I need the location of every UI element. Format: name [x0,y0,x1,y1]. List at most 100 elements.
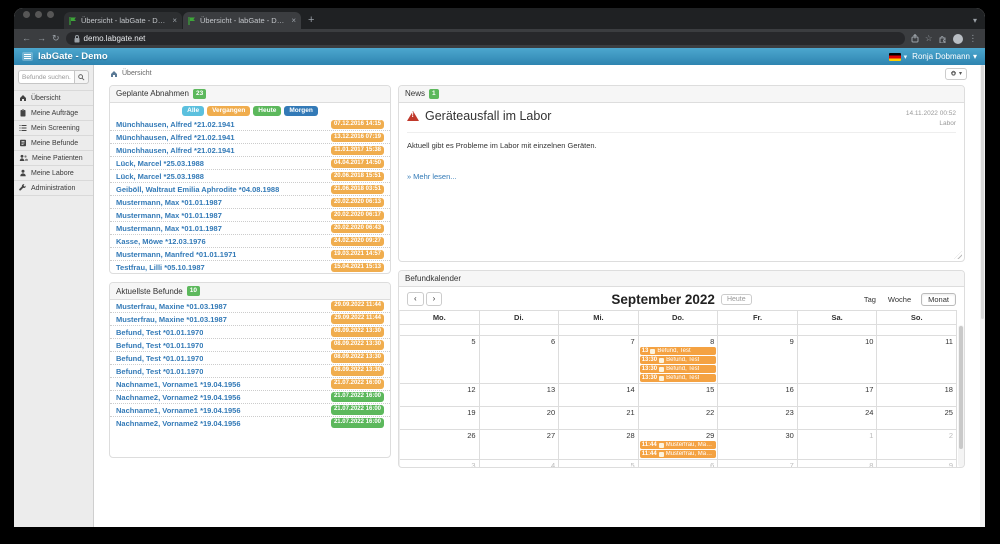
window-minimize-button[interactable] [35,11,42,18]
patient-link[interactable]: Befund, Test *01.01.1970 [116,353,204,363]
patient-link[interactable]: Befund, Test *01.01.1970 [116,327,204,337]
reload-button[interactable]: ↻ [52,33,60,43]
calendar-day-cell[interactable]: 9 [877,460,957,468]
browser-tab-1[interactable]: Übersicht - labGate - Demo × [64,12,182,29]
resize-handle[interactable] [954,251,962,259]
calendar-day-cell[interactable] [718,325,798,336]
list-item[interactable]: Münchhausen, Alfred *21.02.1941 07.12.201… [110,118,390,132]
patient-link[interactable]: Mustermann, Max *01.01.1987 [116,223,222,233]
extensions-icon[interactable] [939,35,947,43]
calendar-event[interactable]: 13 Befund, Test [639,347,717,356]
filter-button-morgen[interactable]: Morgen [284,105,318,117]
patient-link[interactable]: Mustermann, Max *01.01.1987 [116,197,222,207]
list-item[interactable]: Lück, Marcel *25.03.1988 20.06.2018 15:51 [110,170,390,184]
sidebar-item-mein-screening[interactable]: Mein Screening [14,120,93,135]
window-close-button[interactable] [23,11,30,18]
calendar-day-cell[interactable]: 6 [639,460,719,468]
sidebar-item-meine-befunde[interactable]: Meine Befunde [14,135,93,150]
list-item[interactable]: Befund, Test *01.01.1970 08.09.2022 13:30 [110,339,390,352]
patient-link[interactable]: Mustermann, Max *01.01.1987 [116,210,222,220]
tab-close-icon[interactable]: × [291,15,296,25]
calendar-event[interactable]: 13:30 Befund, Test [639,374,717,383]
list-item[interactable]: Befund, Test *01.01.1970 08.09.2022 13:30 [110,365,390,378]
filter-button-heute[interactable]: Heute [253,105,282,117]
read-more-link[interactable]: » Mehr lesen... [407,172,457,182]
list-item[interactable]: Geiböll, Waltraut Emilia Aphrodite *04.0… [110,183,390,197]
calendar-day-cell[interactable]: 8 13 Befund, Test 13:30 Befund, Test 13:30 Bef… [639,336,719,384]
calendar-day-cell[interactable]: 6 [480,336,560,384]
patient-link[interactable]: Geiböll, Waltraut Emilia Aphrodite *04.0… [116,184,280,194]
patient-link[interactable]: Nachname1, Vorname1 *19.04.1956 [116,379,241,389]
calendar-day-cell[interactable]: 2 [877,430,957,460]
calendar-day-cell[interactable]: 8 [798,460,878,468]
list-item[interactable]: Mustermann, Manfred *01.01.1971 19.03.202… [110,248,390,262]
calendar-day-cell[interactable]: 30 [718,430,798,460]
calendar-day-cell[interactable]: 19 [400,407,480,430]
calendar-day-cell[interactable]: 26 [400,430,480,460]
patient-link[interactable]: Münchhausen, Alfred *21.02.1941 [116,132,235,142]
list-item[interactable]: Nachname1, Vorname1 *19.04.1956 21.07.202… [110,404,390,417]
list-item[interactable]: Mustermann, Max *01.01.1987 20.02.2020 06… [110,222,390,236]
calendar-prev-button[interactable]: ‹ [407,292,424,307]
calendar-day-cell[interactable] [559,325,639,336]
calendar-day-cell[interactable]: 20 [480,407,560,430]
calendar-day-cell[interactable]: 15 [639,384,719,407]
calendar-view-tag[interactable]: Tag [863,294,876,304]
calendar-view-monat[interactable]: Monat [921,292,956,306]
patient-link[interactable]: Lück, Marcel *25.03.1988 [116,171,204,181]
patient-link[interactable]: Nachname1, Vorname1 *19.04.1956 [116,405,241,415]
share-icon[interactable] [911,34,919,43]
tab-search-chevron-icon[interactable]: ▾ [972,16,977,25]
browser-tab-2[interactable]: Übersicht - labGate - Demo × [183,12,301,29]
patient-link[interactable]: Musterfrau, Maxine *01.03.1987 [116,301,227,311]
calendar-day-cell[interactable]: 1 [798,430,878,460]
bookmark-star-icon[interactable]: ☆ [924,33,933,44]
patient-link[interactable]: Befund, Test *01.01.1970 [116,366,204,376]
calendar-day-cell[interactable]: 7 [718,460,798,468]
sidebar-item-meine-auftraege[interactable]: Meine Aufträge [14,105,93,120]
list-item[interactable]: Nachname2, Vorname2 *19.04.1956 21.07.202… [110,391,390,404]
profile-avatar[interactable] [952,33,963,44]
calendar-day-cell[interactable]: 10 [798,336,878,384]
calendar-day-cell[interactable] [639,325,719,336]
list-item[interactable]: Lück, Marcel *25.03.1988 04.04.2017 14:50 [110,157,390,171]
home-icon[interactable] [110,70,118,78]
search-button[interactable] [74,70,89,84]
calendar-day-cell[interactable]: 18 [877,384,957,407]
calendar-day-cell[interactable]: 11 [877,336,957,384]
filter-button-vergangen[interactable]: Vergangen [207,105,251,117]
new-tab-button[interactable]: + [308,14,315,26]
calendar-event[interactable]: 13:30 Befund, Test [639,356,717,365]
settings-dropdown-button[interactable]: ▾ [944,67,967,80]
calendar-day-cell[interactable]: 13 [480,384,560,407]
list-item[interactable]: Musterfrau, Maxine *01.03.1987 29.09.2022… [110,313,390,326]
list-item[interactable]: Nachname1, Vorname1 *19.04.1956 21.07.202… [110,378,390,391]
back-button[interactable]: ← [22,33,31,43]
sidebar-item-administration[interactable]: Administration [14,180,93,196]
window-zoom-button[interactable] [47,11,54,18]
list-item[interactable]: Nachname2, Vorname2 *19.04.1956 21.07.202… [110,417,390,429]
calendar-day-cell[interactable]: 17 [798,384,878,407]
calendar-day-cell[interactable]: 27 [480,430,560,460]
list-item[interactable]: Kasse, Möwe *12.03.1976 24.02.2020 09:27 [110,235,390,249]
calendar-day-cell[interactable]: 3 [400,460,480,468]
patient-link[interactable]: Münchhausen, Alfred *21.02.1941 [116,145,235,155]
filter-button-alle[interactable]: Alle [182,105,205,117]
patient-link[interactable]: Mustermann, Manfred *01.01.1971 [116,249,237,259]
calendar-day-cell[interactable]: 24 [798,407,878,430]
patient-link[interactable]: Münchhausen, Alfred *21.02.1941 [116,119,235,129]
patient-link[interactable]: Befund, Test *01.01.1970 [116,340,204,350]
calendar-day-cell[interactable] [480,325,560,336]
calendar-day-cell[interactable]: 7 [559,336,639,384]
calendar-day-cell[interactable]: 5 [559,460,639,468]
list-item[interactable]: Testfrau, Lilli *05.10.1987 15.04.2021 15… [110,261,390,273]
list-item[interactable]: Mustermann, Max *01.01.1987 20.02.2020 06… [110,196,390,210]
list-item[interactable]: Befund, Test *01.01.1970 08.09.2022 13:30 [110,352,390,365]
calendar-day-cell[interactable]: 28 [559,430,639,460]
calendar-day-cell[interactable]: 14 [559,384,639,407]
calendar-day-cell[interactable]: 23 [718,407,798,430]
calendar-day-cell[interactable]: 25 [877,407,957,430]
patient-link[interactable]: Nachname2, Vorname2 *19.04.1956 [116,418,241,428]
search-input[interactable] [18,70,74,84]
calendar-view-woche[interactable]: Woche [887,294,912,304]
